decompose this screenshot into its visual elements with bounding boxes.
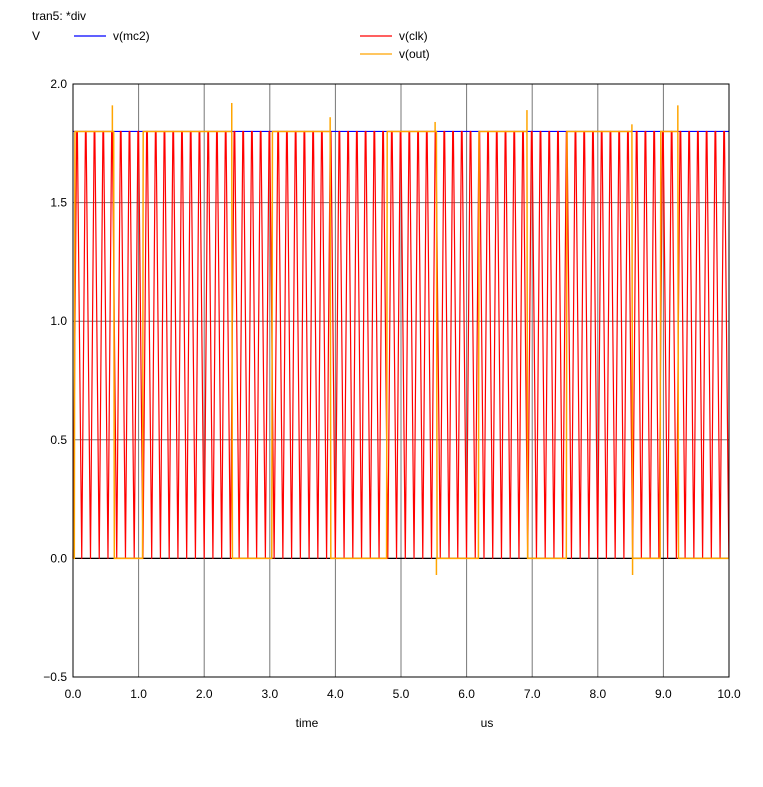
y-tick-label: 1.0 [50,314,67,328]
x-tick-label: 8.0 [589,687,606,701]
y-tick-label: 0.5 [50,433,67,447]
legend: v(mc2) v(clk) v(out) [74,29,430,61]
x-tick-label: 2.0 [196,687,213,701]
series-group [72,102,730,576]
y-tick-label: 1.5 [50,196,67,210]
x-tick-labels: 0.0 1.0 2.0 3.0 4.0 5.0 6.0 7.0 8.0 9.0 10.0 [65,687,741,701]
legend-label-out: v(out) [399,47,430,61]
y-axis-unit-label: V [32,29,40,43]
chart-title: tran5: *div [32,9,86,23]
x-tick-label: 6.0 [458,687,475,701]
y-tick-label: 0.0 [50,551,67,565]
x-tick-label: 7.0 [524,687,541,701]
x-axis-unit: us [481,716,494,730]
x-tick-label: 9.0 [655,687,672,701]
x-tick-label: 0.0 [65,687,82,701]
x-tick-label: 3.0 [261,687,278,701]
x-tick-label: 10.0 [717,687,741,701]
legend-label-mc2: v(mc2) [113,29,150,43]
series-line-out [73,130,729,560]
x-tick-label: 1.0 [130,687,147,701]
plot-frame [72,83,730,678]
legend-label-clk: v(clk) [399,29,428,43]
y-tick-label: 2.0 [50,77,67,91]
x-tick-label: 5.0 [393,687,410,701]
y-tick-label: −0.5 [43,670,67,684]
x-tick-label: 4.0 [327,687,344,701]
y-tick-labels: −0.5 0.0 0.5 1.0 1.5 2.0 [43,77,67,684]
x-axis-label: time [296,716,319,730]
